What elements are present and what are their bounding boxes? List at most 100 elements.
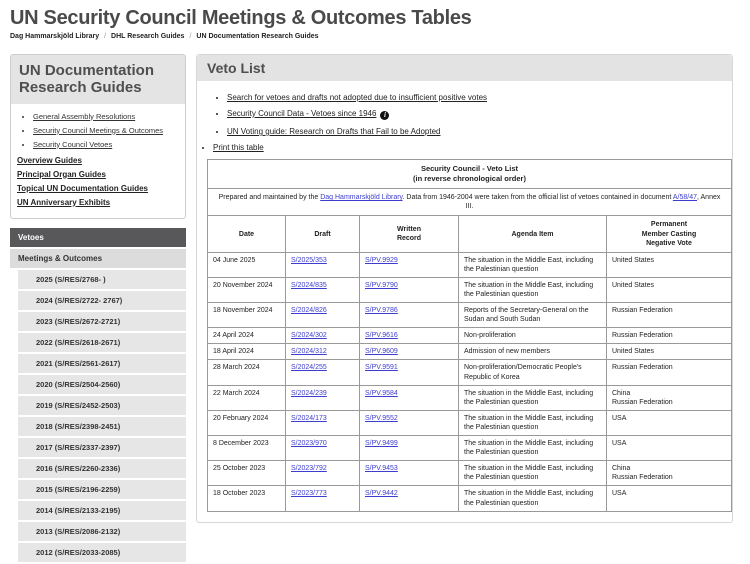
veto-member-cell: USA	[606, 435, 732, 462]
agenda-item-cell: Reports of the Secretary-General on the …	[458, 302, 607, 329]
veto-table: Security Council - Veto List (in reverse…	[207, 158, 732, 512]
agenda-item-cell: The situation in the Middle East, includ…	[458, 251, 607, 278]
sidebar-item-year-2015[interactable]: 2015 (S/RES/2196-2259)	[18, 479, 186, 499]
written-record-link[interactable]: S/PV.9790	[365, 281, 398, 289]
sidebar-item-year-2019[interactable]: 2019 (S/RES/2452-2503)	[18, 395, 186, 415]
draft-document-link[interactable]: S/2023/970	[291, 440, 327, 448]
written-record-link[interactable]: S/PV.9442	[365, 490, 398, 498]
date-cell: 28 March 2024	[207, 359, 286, 386]
print-this-table-link[interactable]: Print this table	[213, 143, 264, 152]
draft-document-link[interactable]: S/2025/353	[291, 256, 327, 264]
veto-member-cell: China Russian Federation	[606, 460, 732, 487]
written-record-link[interactable]: S/PV.9499	[365, 440, 398, 448]
veto-member-cell: Russian Federation	[606, 359, 732, 386]
guides-box: UN Documentation Research Guides General…	[10, 54, 186, 219]
dag-hammarskjold-library-link[interactable]: Dag Hammarskjöld Library	[320, 194, 403, 202]
sidebar-link-topical-un-documentation-guides[interactable]: Topical UN Documentation Guides	[17, 183, 148, 193]
sidebar: UN Documentation Research Guides General…	[10, 54, 186, 564]
written-record-link[interactable]: S/PV.9552	[365, 414, 398, 422]
main-body: Search for vetoes and drafts not adopted…	[197, 81, 732, 522]
column-header-written-record: Written Record	[359, 215, 459, 253]
veto-member-cell: Russian Federation	[606, 302, 732, 329]
written-record-link[interactable]: S/PV.9453	[365, 465, 398, 473]
breadcrumb-separator: /	[189, 33, 192, 40]
written-record-link[interactable]: S/PV.9786	[365, 307, 398, 315]
table-row: 22 March 2024 S/2024/239 S/PV.9584 The s…	[207, 384, 732, 411]
sidebar-link-overview-guides[interactable]: Overview Guides	[17, 155, 82, 165]
sidebar-item-year-2016[interactable]: 2016 (S/RES/2260-2336)	[18, 458, 186, 478]
link-security-council-data-vetoes[interactable]: Security Council Data - Vetoes since 194…	[227, 109, 377, 118]
table-row: 18 November 2024 S/2024/826 S/PV.9786 Re…	[207, 302, 732, 329]
sidebar-link-un-anniversary-exhibits[interactable]: UN Anniversary Exhibits	[17, 197, 111, 207]
draft-document-link[interactable]: S/2024/239	[291, 389, 327, 397]
draft-document-link[interactable]: S/2024/255	[291, 364, 327, 372]
date-cell: 18 October 2023	[207, 485, 286, 512]
sidebar-item-vetoes[interactable]: Vetoes	[10, 227, 186, 247]
written-record-link[interactable]: S/PV.9584	[365, 389, 398, 397]
sidebar-item-year-2023[interactable]: 2023 (S/RES/2672-2721)	[18, 311, 186, 331]
link-un-voting-guide[interactable]: UN Voting guide: Research on Drafts that…	[227, 127, 441, 136]
column-header-agenda-item: Agenda Item	[458, 215, 607, 253]
draft-document-link[interactable]: S/2023/792	[291, 465, 327, 473]
date-cell: 25 October 2023	[207, 460, 286, 487]
sidebar-item-year-2025[interactable]: 2025 (S/RES/2768- )	[18, 269, 186, 289]
table-row: 8 December 2023 S/2023/970 S/PV.9499 The…	[207, 435, 732, 462]
written-record-link[interactable]: S/PV.9929	[365, 256, 398, 264]
sidebar-item-year-2022[interactable]: 2022 (S/RES/2618-2671)	[18, 332, 186, 352]
info-icon[interactable]: i	[380, 111, 390, 120]
link-search-vetoes-drafts[interactable]: Search for vetoes and drafts not adopted…	[227, 93, 488, 102]
a-58-47-document-link[interactable]: A/58/47	[672, 194, 697, 202]
sidebar-link-general-assembly-resolutions[interactable]: General Assembly Resolutions	[33, 111, 136, 121]
table-note-text: . Data from 1946-2004 were taken from th…	[402, 194, 673, 202]
agenda-item-cell: The situation in the Middle East, includ…	[458, 276, 607, 304]
veto-member-cell: USA	[606, 485, 732, 512]
agenda-item-cell: The situation in the Middle East, includ…	[458, 409, 607, 437]
table-row: 20 February 2024 S/2024/173 S/PV.9552 Th…	[207, 409, 732, 437]
written-record-link[interactable]: S/PV.9609	[365, 348, 398, 356]
sidebar-item-year-2013[interactable]: 2013 (S/RES/2086-2132)	[18, 521, 186, 541]
sidebar-link-sc-meetings-outcomes[interactable]: Security Council Meetings & Outcomes	[33, 125, 164, 135]
sidebar-item-year-2020[interactable]: 2020 (S/RES/2504-2560)	[18, 374, 186, 394]
sidebar-link-sc-vetoes[interactable]: Security Council Vetoes	[33, 139, 113, 149]
written-record-link[interactable]: S/PV.9616	[365, 332, 398, 340]
sidebar-item-year-2017[interactable]: 2017 (S/RES/2337-2397)	[18, 437, 186, 457]
list-item: UN Voting guide: Research on Drafts that…	[227, 127, 732, 136]
breadcrumb-dhl-research-guides[interactable]: DHL Research Guides	[111, 33, 185, 40]
table-header-row: Date Draft Written Record Agenda Item Pe…	[207, 215, 732, 253]
draft-document-link[interactable]: S/2024/302	[291, 332, 327, 340]
draft-document-link[interactable]: S/2024/173	[291, 414, 327, 422]
sidebar-item-year-2024[interactable]: 2024 (S/RES/2722- 2767)	[18, 290, 186, 310]
sidebar-item-meetings-outcomes[interactable]: Meetings & Outcomes	[10, 248, 186, 268]
date-cell: 22 March 2024	[207, 384, 286, 411]
draft-document-link[interactable]: S/2024/826	[291, 307, 327, 315]
date-cell: 8 December 2023	[207, 435, 286, 462]
sidebar-link-principal-organ-guides[interactable]: Principal Organ Guides	[17, 169, 106, 179]
sidebar-item-year-2021[interactable]: 2021 (S/RES/2561-2617)	[18, 353, 186, 373]
table-row: 20 November 2024 S/2024/835 S/PV.9790 Th…	[207, 276, 732, 304]
written-record-link[interactable]: S/PV.9591	[365, 364, 398, 372]
sidebar-item-year-2012[interactable]: 2012 (S/RES/2033-2085)	[18, 542, 186, 562]
date-cell: 20 November 2024	[207, 276, 286, 304]
breadcrumb-dag-hammarskjold-library[interactable]: Dag Hammarskjöld Library	[10, 33, 100, 40]
table-note-text: , Annex III.	[465, 194, 721, 211]
date-cell: 20 February 2024	[207, 409, 286, 437]
draft-document-link[interactable]: S/2024/835	[291, 281, 327, 289]
sidebar-item-year-2014[interactable]: 2014 (S/RES/2133-2195)	[18, 500, 186, 520]
list-item: Print this table	[213, 143, 732, 152]
sidebar-item-year-2018[interactable]: 2018 (S/RES/2398-2451)	[18, 416, 186, 436]
draft-document-link[interactable]: S/2023/773	[291, 490, 327, 498]
draft-document-link[interactable]: S/2024/312	[291, 348, 327, 356]
agenda-item-cell: Non-proliferation/Democratic People's Re…	[458, 359, 607, 386]
veto-member-cell: Russian Federation	[606, 327, 732, 345]
breadcrumb-un-documentation-research-guides[interactable]: UN Documentation Research Guides	[196, 33, 319, 40]
table-row: 18 October 2023 S/2023/773 S/PV.9442 The…	[207, 485, 732, 512]
veto-member-cell: United States	[606, 276, 732, 304]
date-cell: 18 April 2024	[207, 343, 286, 361]
sidebar-nav: Vetoes Meetings & Outcomes 2025 (S/RES/2…	[10, 227, 186, 562]
column-header-permanent-member: Permanent Member Casting Negative Vote	[606, 215, 732, 253]
table-caption-row: Security Council - Veto List (in reverse…	[207, 158, 732, 190]
guides-bold-links: Overview Guides Principal Organ Guides T…	[11, 154, 185, 207]
date-cell: 18 November 2024	[207, 302, 286, 329]
table-subtitle: (in reverse chronological order)	[413, 174, 526, 184]
veto-member-cell: China Russian Federation	[606, 384, 732, 411]
